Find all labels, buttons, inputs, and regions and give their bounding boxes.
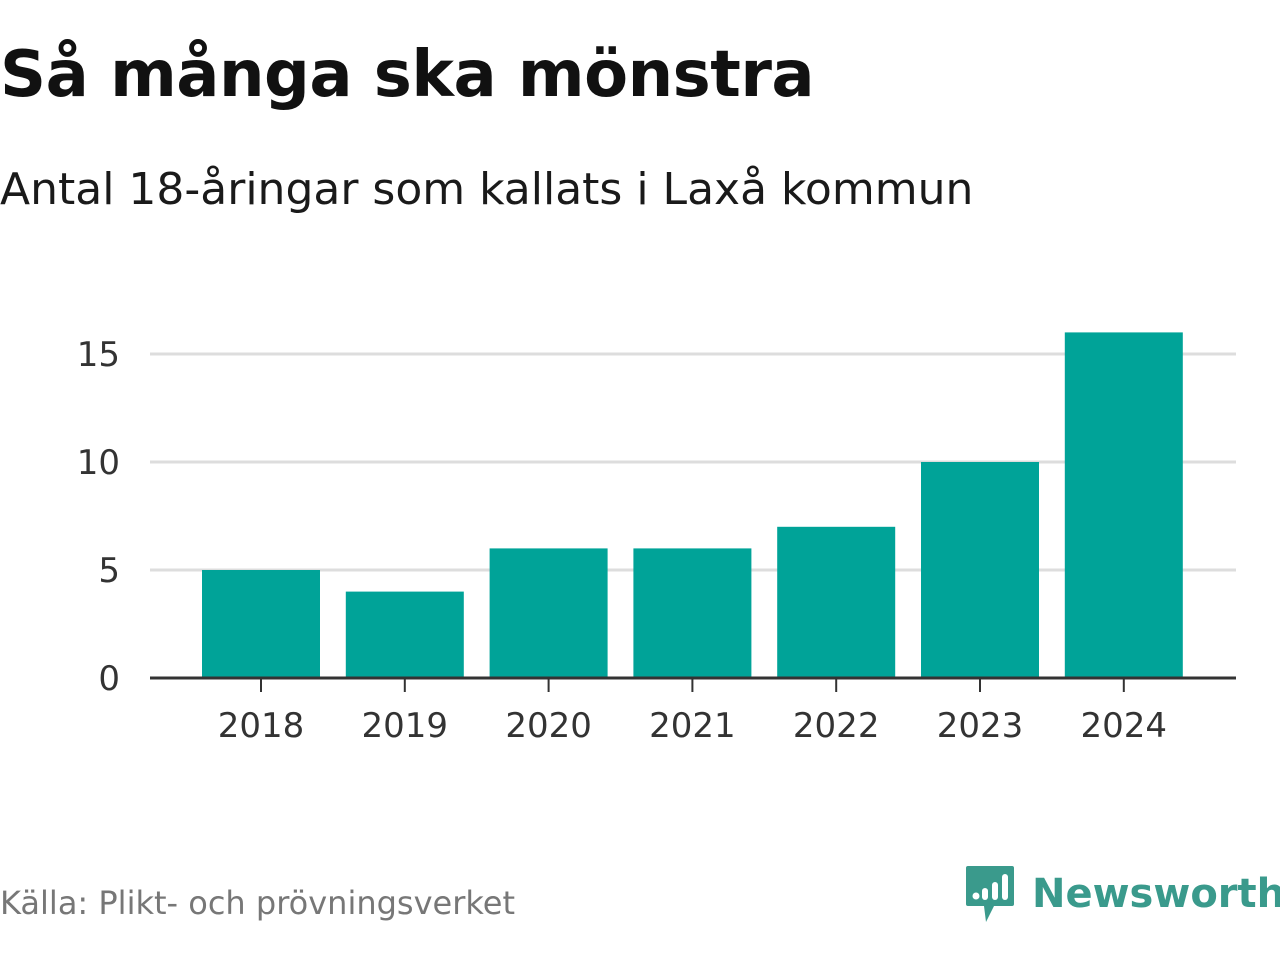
axes: 0 5 10 15 2018 2019 2020 2021 2022 2023 2024	[77, 335, 1236, 746]
bar-2020	[489, 548, 608, 678]
x-tick-label: 2020	[505, 706, 592, 746]
bar-2023	[921, 462, 1039, 678]
newsworthy-logo-icon	[966, 866, 1014, 922]
x-tick-label: 2018	[218, 706, 305, 746]
y-tick-label: 15	[77, 335, 120, 375]
y-tick-label: 0	[98, 659, 120, 699]
bar-2019	[345, 591, 464, 678]
y-tick-label: 5	[98, 551, 120, 591]
x-tick-label: 2019	[362, 706, 449, 746]
x-tick-label: 2024	[1081, 706, 1168, 746]
bar-2022	[777, 526, 896, 678]
source-note: Källa: Plikt- och prövningsverket	[0, 884, 515, 922]
x-tick-label: 2022	[793, 706, 880, 746]
chart-subtitle: Antal 18-åringar som kallats i Laxå komm…	[0, 164, 974, 215]
chart-title: Så många ska mönstra	[0, 38, 815, 112]
brand-name: Newsworthy	[1032, 871, 1280, 917]
bar-chart: 0 5 10 15 2018 2019 2020 2021 2022 2023 2024	[77, 332, 1236, 746]
y-tick-label: 10	[77, 443, 120, 483]
bar-2018	[202, 570, 320, 678]
bar-2021	[633, 548, 752, 678]
bar-2024	[1064, 332, 1183, 678]
x-tick-label: 2021	[649, 706, 736, 746]
x-tick-label: 2023	[937, 706, 1024, 746]
bars	[202, 332, 1183, 678]
brand-logo: Newsworthy	[964, 864, 1280, 924]
